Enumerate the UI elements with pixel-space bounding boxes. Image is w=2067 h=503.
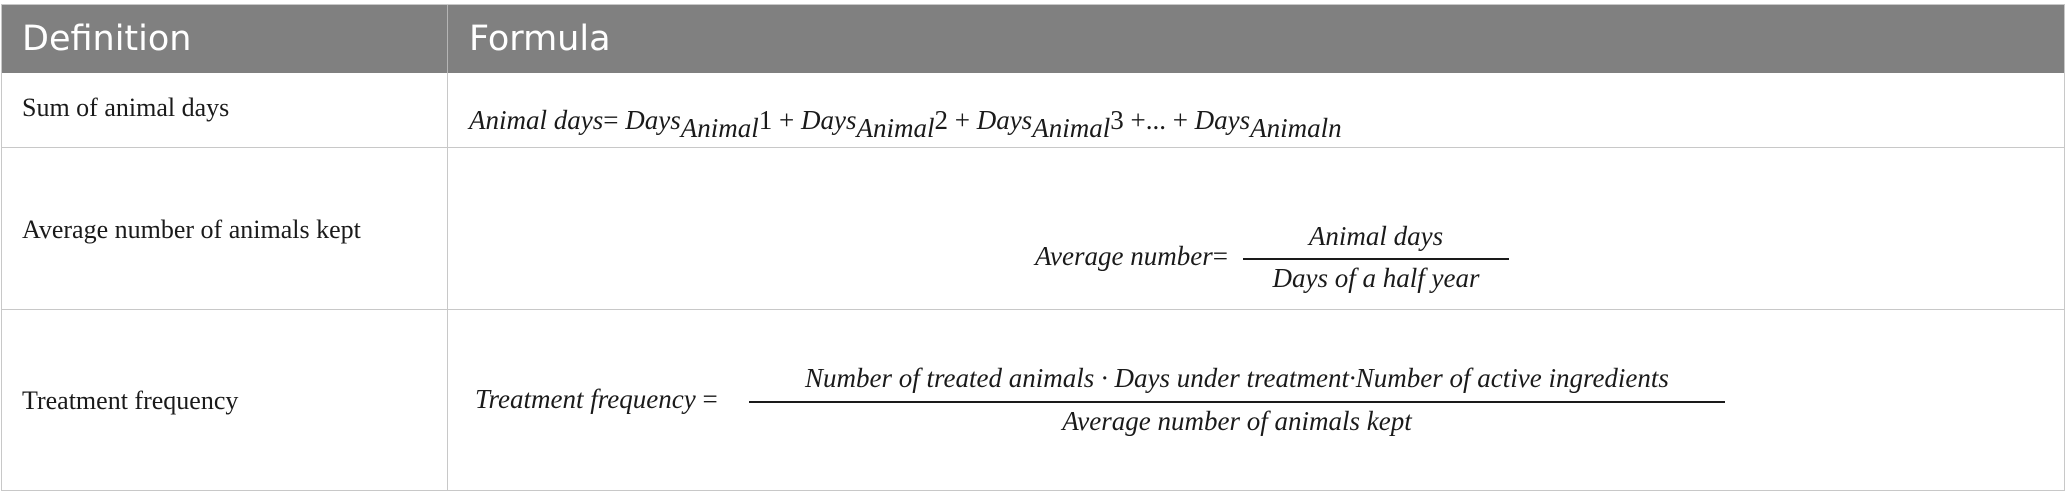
fraction-numerator: Animal days [1308,221,1444,251]
column-header-definition: Definition [22,19,192,59]
formula-lhs: Animal days [469,105,604,135]
fraction-bar [749,401,1725,403]
formula-lhs: Treatment frequency [475,384,696,414]
formula-animal-days: Animal days= DaysAnimal1 + DaysAnimal2 +… [469,105,1342,143]
formula-table: Definition Formula Sum of animal days An… [1,4,2065,491]
table-header-row: Definition Formula [2,5,2064,73]
row-divider [2,309,2064,310]
definition-cell: Treatment frequency [22,386,239,415]
header-column-divider [447,5,448,73]
row-divider [2,147,2064,148]
formula-average-number: Average number= Animal days Days of a ha… [1035,221,1509,301]
definition-cell: Sum of animal days [22,93,230,122]
fraction-denominator: Average number of animals kept [1062,406,1412,436]
fraction-denominator: Days of a half year [1272,263,1480,293]
column-divider [447,73,448,490]
fraction-numerator: Number of treated animals · Days under t… [805,363,1669,393]
fraction-bar [1243,258,1509,260]
definition-cell: Average number of animals kept [22,215,361,244]
column-header-formula: Formula [469,19,611,59]
formula-treatment-frequency: Treatment frequency = Number of treated … [475,363,1725,448]
formula-lhs: Average number [1035,241,1213,271]
